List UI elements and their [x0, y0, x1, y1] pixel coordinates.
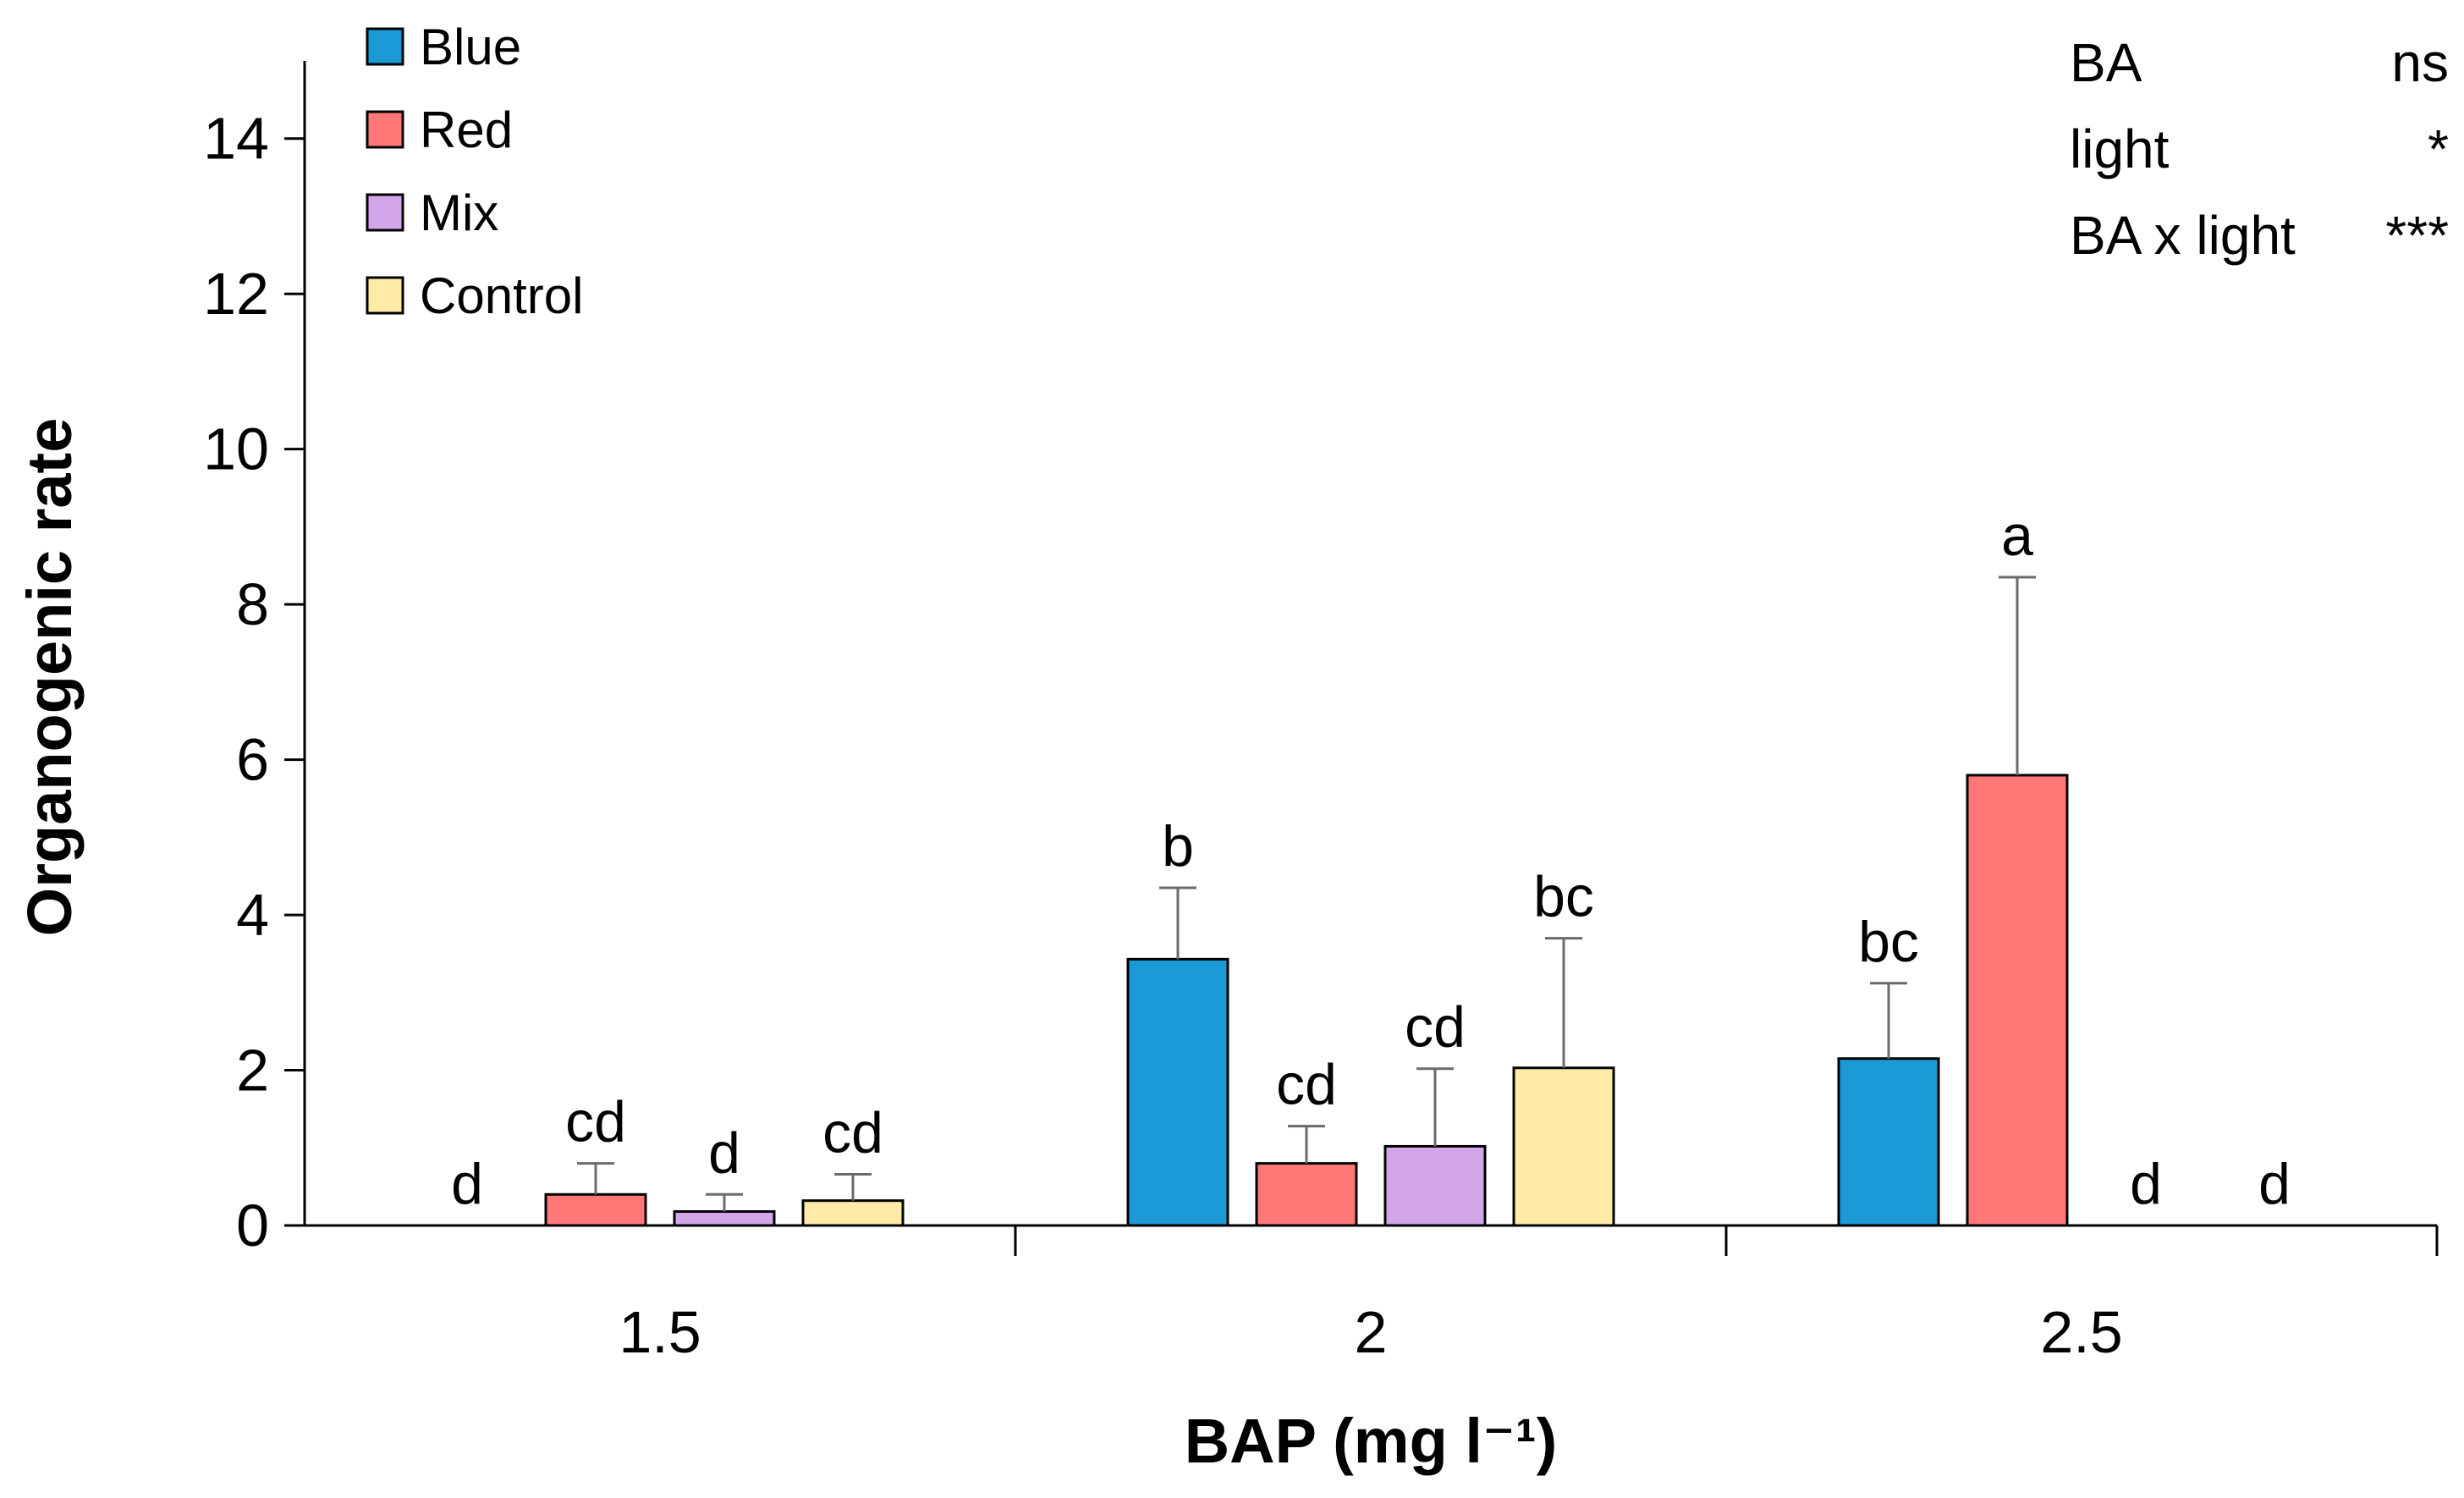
legend-label-blue: Blue — [420, 19, 521, 75]
legend-swatch-blue — [366, 27, 404, 66]
legend: Blue Red Mix Control — [366, 19, 583, 324]
legend-label-mix: Mix — [420, 184, 498, 241]
significance-letter: d — [2258, 1152, 2291, 1216]
axes: 0 2 4 6 8 10 12 14 1.5 2 2.5 — [203, 61, 2439, 1365]
x-tick-label: 1.5 — [619, 1299, 701, 1365]
legend-swatch-red — [366, 110, 404, 149]
stat-value: *** — [2385, 205, 2449, 266]
y-tick-label: 8 — [236, 571, 269, 637]
significance-letter: cd — [565, 1090, 626, 1154]
legend-label-red: Red — [420, 102, 513, 158]
legend-label-control: Control — [420, 267, 583, 324]
significance-letter: bc — [1533, 865, 1594, 929]
y-axis-title: Organogenic rate — [14, 418, 85, 937]
y-tick-label: 4 — [236, 882, 269, 948]
bar-blue — [1837, 1057, 1940, 1227]
bar-blue — [1126, 957, 1229, 1227]
y-tick-label: 6 — [236, 727, 269, 793]
bar-red — [1966, 774, 2069, 1227]
y-tick-label: 14 — [203, 106, 269, 172]
stat-value: ns — [2391, 32, 2449, 93]
significance-letter: d — [708, 1121, 740, 1185]
legend-swatch-mix — [366, 193, 404, 232]
significance-letter: cd — [822, 1100, 883, 1165]
stat-value: * — [2428, 118, 2449, 179]
significance-letter: d — [2130, 1152, 2162, 1216]
bar-red — [1255, 1162, 1358, 1227]
bar-control — [801, 1199, 905, 1227]
bars: d cd d cd b cd cd bc bc a d d — [451, 504, 2291, 1227]
bar-red — [544, 1192, 647, 1227]
significance-letter: cd — [1276, 1053, 1337, 1117]
bar-control — [1512, 1066, 1615, 1227]
x-axis-title: BAP (mg l⁻¹) — [1185, 1406, 1558, 1476]
y-tick-label: 2 — [236, 1038, 269, 1104]
stat-label: light — [2070, 118, 2170, 179]
bar-mix — [673, 1209, 776, 1227]
stat-label: BA x light — [2070, 205, 2296, 266]
y-tick-label: 0 — [236, 1192, 269, 1258]
significance-letter: b — [1162, 814, 1194, 878]
significance-letter: d — [451, 1152, 483, 1216]
significance-letter: bc — [1858, 910, 1919, 974]
significance-letter: a — [2001, 504, 2033, 568]
y-tick-label: 10 — [203, 416, 269, 482]
legend-swatch-control — [366, 276, 404, 315]
y-tick-label: 12 — [203, 261, 269, 327]
stat-label: BA — [2070, 32, 2142, 93]
significance-letter: cd — [1405, 995, 1466, 1060]
bar-mix — [1383, 1144, 1487, 1227]
x-tick-label: 2 — [1355, 1299, 1388, 1365]
stats-table: BA ns light * BA x light *** — [2070, 32, 2449, 266]
x-tick-label: 2.5 — [2040, 1299, 2122, 1365]
